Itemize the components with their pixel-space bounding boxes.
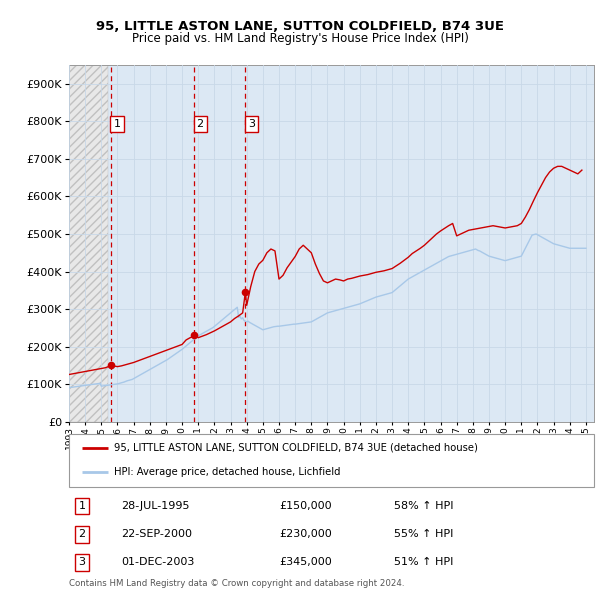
Text: 28-JUL-1995: 28-JUL-1995 [121, 501, 190, 511]
Text: 95, LITTLE ASTON LANE, SUTTON COLDFIELD, B74 3UE (detached house): 95, LITTLE ASTON LANE, SUTTON COLDFIELD,… [113, 443, 478, 453]
Text: 51% ↑ HPI: 51% ↑ HPI [395, 558, 454, 568]
FancyBboxPatch shape [69, 434, 594, 487]
Text: £345,000: £345,000 [279, 558, 332, 568]
Text: 1: 1 [79, 501, 86, 511]
Text: 95, LITTLE ASTON LANE, SUTTON COLDFIELD, B74 3UE: 95, LITTLE ASTON LANE, SUTTON COLDFIELD,… [96, 20, 504, 33]
Text: 3: 3 [79, 558, 86, 568]
Text: HPI: Average price, detached house, Lichfield: HPI: Average price, detached house, Lich… [113, 467, 340, 477]
Text: 58% ↑ HPI: 58% ↑ HPI [395, 501, 454, 511]
Text: 2: 2 [79, 529, 86, 539]
Text: 2: 2 [197, 119, 204, 129]
Text: Price paid vs. HM Land Registry's House Price Index (HPI): Price paid vs. HM Land Registry's House … [131, 32, 469, 45]
Text: 22-SEP-2000: 22-SEP-2000 [121, 529, 193, 539]
Text: Contains HM Land Registry data © Crown copyright and database right 2024.
This d: Contains HM Land Registry data © Crown c… [69, 579, 404, 590]
Text: 55% ↑ HPI: 55% ↑ HPI [395, 529, 454, 539]
Text: £230,000: £230,000 [279, 529, 332, 539]
Text: 3: 3 [248, 119, 256, 129]
Text: 1: 1 [113, 119, 121, 129]
Text: 01-DEC-2003: 01-DEC-2003 [121, 558, 195, 568]
Text: £150,000: £150,000 [279, 501, 332, 511]
